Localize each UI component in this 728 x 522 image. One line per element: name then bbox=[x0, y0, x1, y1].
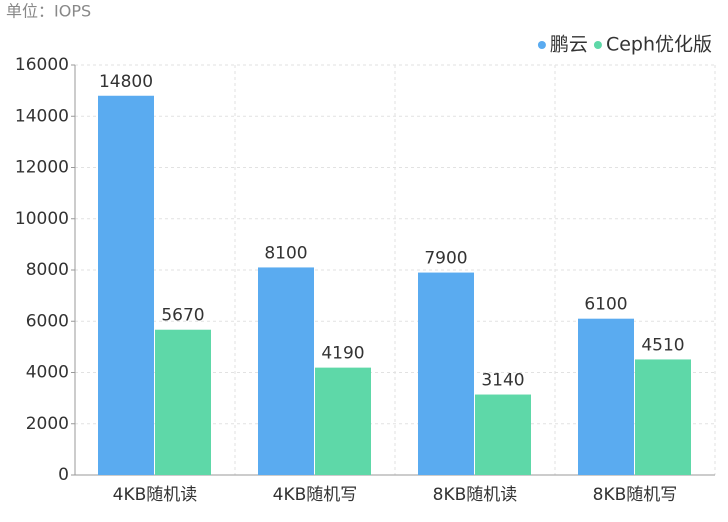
legend-marker bbox=[537, 41, 546, 49]
unit-label: 单位：IOPS bbox=[6, 2, 91, 21]
data-label: 14800 bbox=[99, 72, 153, 92]
data-label: 5670 bbox=[161, 306, 204, 326]
x-tick-label: 4KB随机写 bbox=[273, 485, 358, 505]
y-tick-label: 0 bbox=[58, 465, 69, 485]
y-tick-label: 2000 bbox=[26, 414, 69, 434]
y-tick-label: 6000 bbox=[26, 311, 69, 331]
y-tick-label: 14000 bbox=[15, 106, 69, 126]
x-tick-label: 4KB随机读 bbox=[113, 485, 198, 505]
data-label: 3140 bbox=[481, 371, 524, 391]
bar bbox=[155, 329, 211, 475]
y-tick-label: 4000 bbox=[26, 363, 69, 383]
data-label: 4510 bbox=[641, 335, 684, 355]
x-tick-label: 8KB随机读 bbox=[433, 485, 518, 505]
y-tick-label: 16000 bbox=[15, 55, 69, 75]
legend-marker bbox=[593, 41, 602, 49]
bar bbox=[475, 394, 531, 475]
bar bbox=[578, 318, 634, 475]
bar bbox=[418, 272, 474, 475]
data-label: 8100 bbox=[264, 243, 307, 263]
data-label: 6100 bbox=[584, 295, 627, 315]
y-tick-label: 12000 bbox=[15, 158, 69, 178]
bar bbox=[635, 359, 691, 475]
data-label: 4190 bbox=[321, 344, 364, 364]
bar bbox=[315, 367, 371, 475]
data-label: 7900 bbox=[424, 249, 467, 269]
bar bbox=[98, 95, 154, 475]
y-tick-label: 8000 bbox=[26, 260, 69, 280]
legend-label: 鹏云 bbox=[550, 34, 588, 56]
y-tick-label: 10000 bbox=[15, 209, 69, 229]
legend-label: Ceph优化版 bbox=[606, 34, 712, 56]
x-tick-label: 8KB随机写 bbox=[593, 485, 678, 505]
bar bbox=[258, 267, 314, 475]
